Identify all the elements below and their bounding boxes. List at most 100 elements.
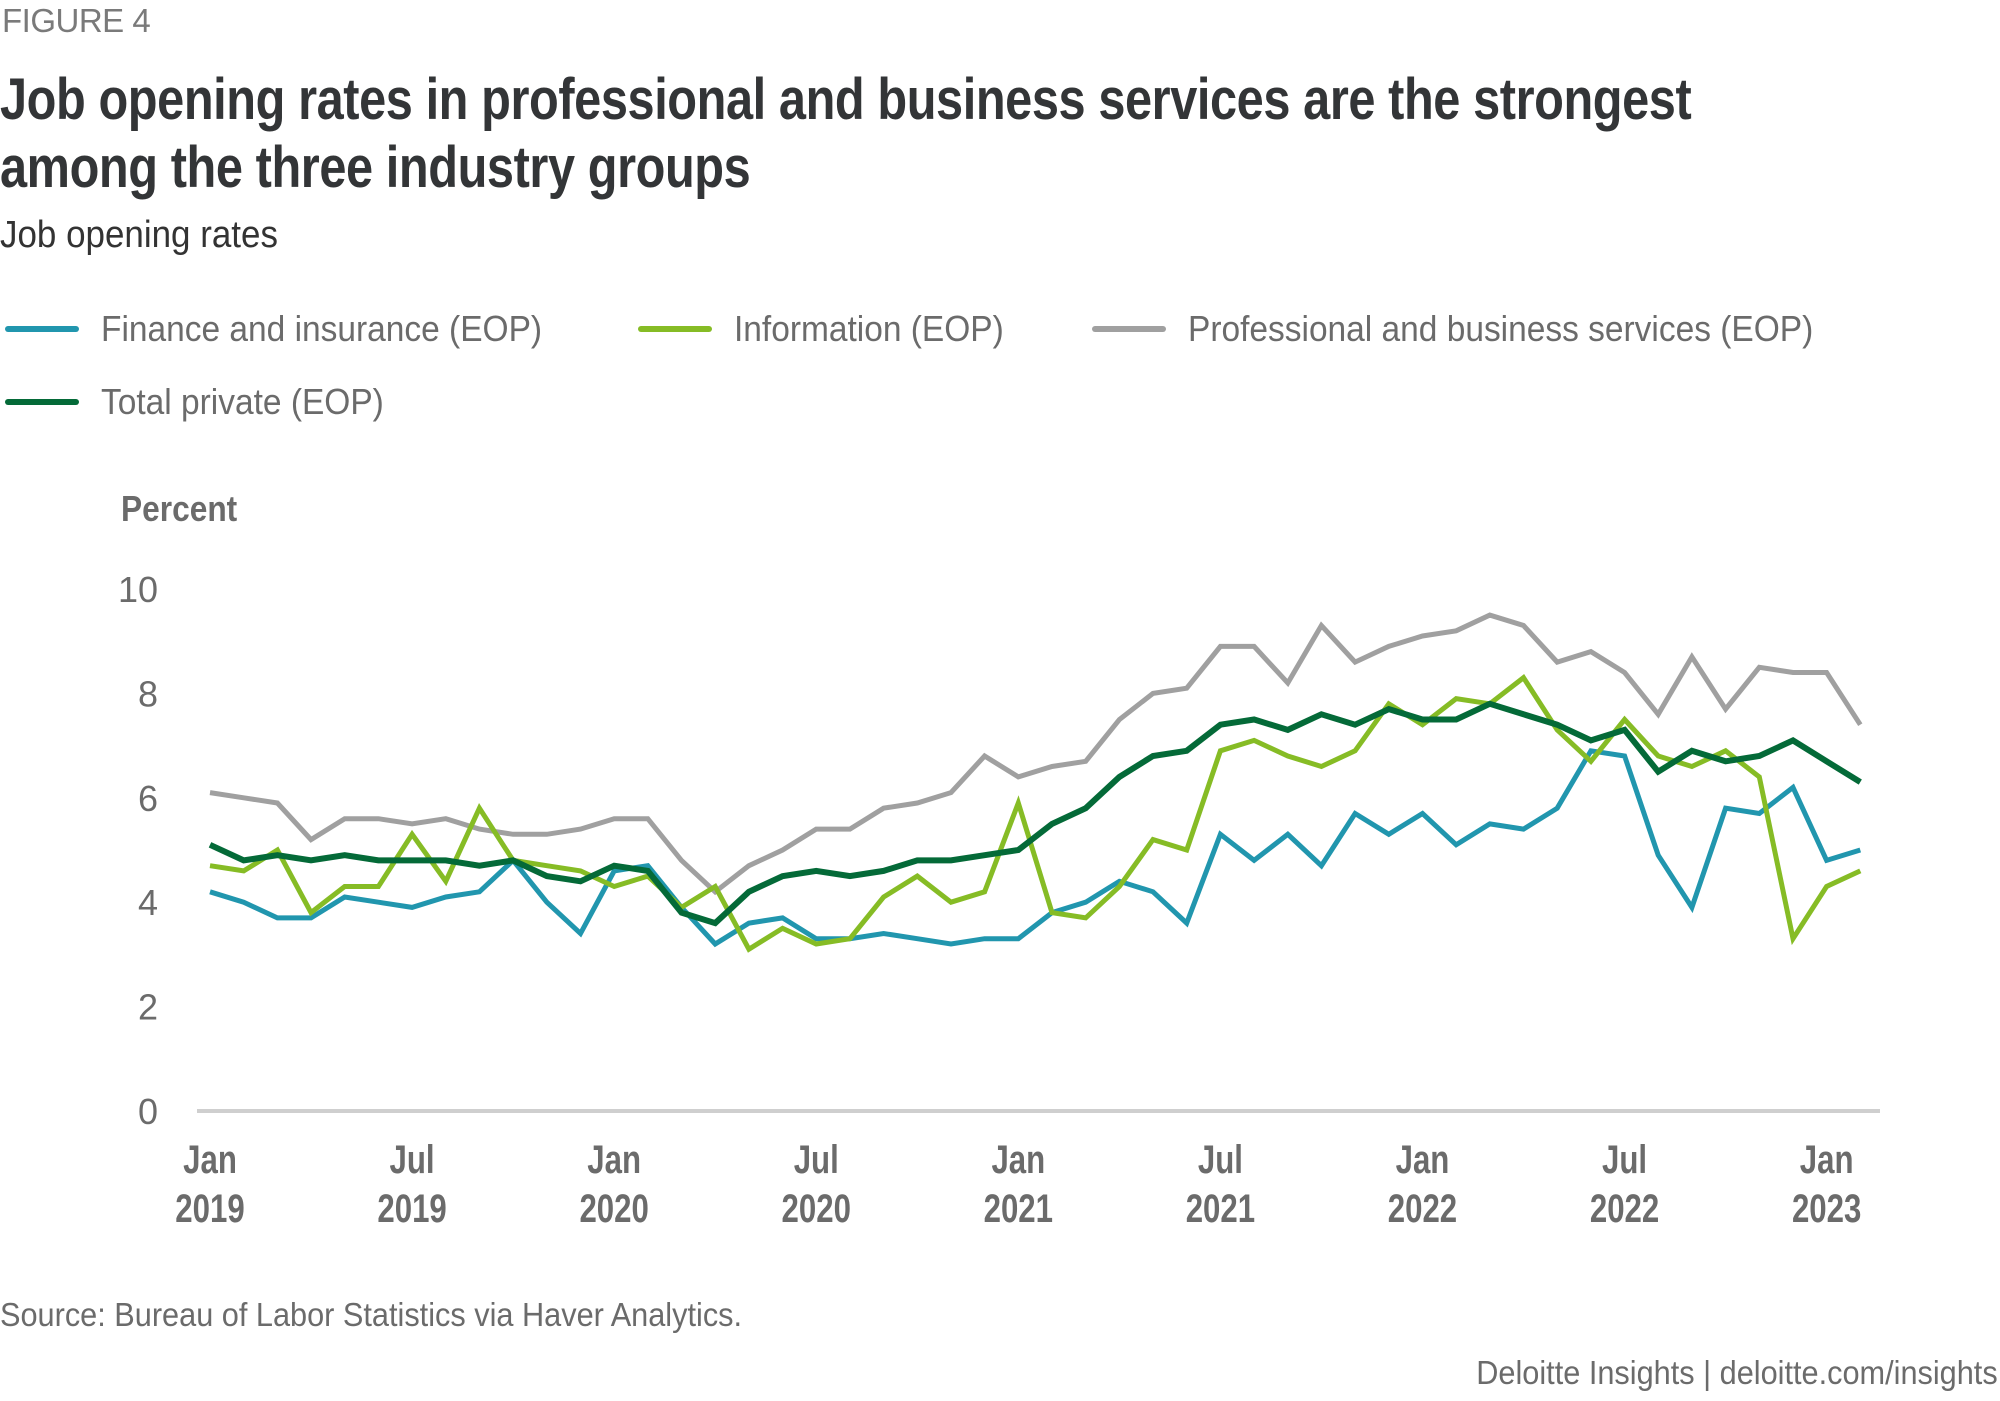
data-point-finance-and-insurance <box>1690 905 1694 909</box>
data-point-information <box>376 885 380 889</box>
x-tick-label-month: Jan <box>183 1137 237 1182</box>
data-point-finance-and-insurance <box>1589 749 1593 753</box>
data-point-information <box>477 806 481 810</box>
data-point-information <box>1623 718 1627 722</box>
data-point-total-private <box>1589 738 1593 742</box>
data-point-information <box>1117 885 1121 889</box>
data-point-finance-and-insurance <box>1623 754 1627 758</box>
data-point-finance-and-insurance <box>309 916 313 920</box>
legend-item-finance: Finance and insurance (EOP) <box>5 308 575 350</box>
y-tick-label: 4 <box>138 882 158 923</box>
data-point-total-private <box>1117 775 1121 779</box>
data-point-total-private <box>848 874 852 878</box>
legend-label-total-private: Total private (EOP) <box>101 381 384 422</box>
data-point-total-private <box>1252 718 1256 722</box>
data-point-professional-and-business-services <box>1151 691 1155 695</box>
data-point-finance-and-insurance <box>1218 832 1222 836</box>
data-point-professional-and-business-services <box>680 858 684 862</box>
data-point-total-private <box>1454 718 1458 722</box>
legend-label-professional: Professional and business services (EOP) <box>1188 308 1814 349</box>
data-point-information <box>1656 754 1660 758</box>
data-point-total-private <box>1353 723 1357 727</box>
data-point-information <box>1522 676 1526 680</box>
data-point-professional-and-business-services <box>612 817 616 821</box>
y-tick-label: 8 <box>138 673 158 714</box>
data-point-total-private <box>612 864 616 868</box>
x-tick-label-year: 2020 <box>579 1186 648 1231</box>
data-point-total-private <box>1488 702 1492 706</box>
data-point-finance-and-insurance <box>1488 822 1492 826</box>
data-point-professional-and-business-services <box>915 801 919 805</box>
data-point-professional-and-business-services <box>646 817 650 821</box>
data-point-professional-and-business-services <box>1319 624 1323 628</box>
chart-title-line-2: among the three industry groups <box>0 135 751 200</box>
x-tick-label-month: Jul <box>794 1137 839 1182</box>
data-point-total-private <box>1286 728 1290 732</box>
data-point-professional-and-business-services <box>477 827 481 831</box>
x-tick-label-month: Jan <box>991 1137 1045 1182</box>
data-point-information <box>612 885 616 889</box>
data-point-information <box>1185 848 1189 852</box>
y-tick-label: 6 <box>138 778 158 819</box>
figure-label: FIGURE 4 <box>2 2 151 39</box>
data-point-professional-and-business-services <box>309 838 313 842</box>
data-point-total-private <box>1319 712 1323 716</box>
data-point-total-private <box>747 890 751 894</box>
x-tick-label-month: Jan <box>1800 1137 1854 1182</box>
data-point-total-private <box>983 853 987 857</box>
data-point-total-private <box>1421 718 1425 722</box>
data-point-professional-and-business-services <box>208 791 212 795</box>
data-point-professional-and-business-services <box>1488 613 1492 617</box>
series-lines <box>208 612 1863 953</box>
data-point-total-private <box>275 853 279 857</box>
data-point-finance-and-insurance <box>713 942 717 946</box>
credit-line: Deloitte Insights | deloitte.com/insight… <box>1476 1354 1998 1391</box>
data-point-finance-and-insurance <box>646 864 650 868</box>
x-tick-label-year: 2019 <box>175 1186 244 1231</box>
y-tick-label: 0 <box>138 1091 158 1132</box>
data-point-finance-and-insurance <box>343 895 347 899</box>
data-point-total-private <box>1555 723 1559 727</box>
data-point-total-private <box>949 858 953 862</box>
data-point-finance-and-insurance <box>949 942 953 946</box>
data-point-finance-and-insurance <box>1454 843 1458 847</box>
data-point-total-private <box>444 858 448 862</box>
data-point-professional-and-business-services <box>1791 671 1795 675</box>
x-axis-ticks: Jan2019Jul2019Jan2020Jul2020Jan2021Jul20… <box>175 1137 1861 1231</box>
legend-swatch-information <box>638 326 712 332</box>
data-point-professional-and-business-services <box>1454 629 1458 633</box>
y-axis-ticks: 0 2 4 6 8 10 <box>118 569 158 1132</box>
data-point-finance-and-insurance <box>1522 827 1526 831</box>
legend-item-total-private: Total private (EOP) <box>5 381 405 423</box>
legend-swatch-finance <box>5 326 79 332</box>
data-point-information <box>1286 754 1290 758</box>
x-tick-label-year: 2021 <box>984 1186 1053 1231</box>
x-tick-label-year: 2020 <box>782 1186 851 1231</box>
data-point-finance-and-insurance <box>242 900 246 904</box>
data-point-information <box>1151 838 1155 842</box>
data-point-professional-and-business-services <box>1757 665 1761 669</box>
data-point-finance-and-insurance <box>781 916 785 920</box>
data-point-finance-and-insurance <box>1791 785 1795 789</box>
data-point-information <box>915 874 919 878</box>
legend-swatch-professional <box>1092 326 1166 332</box>
chart-subtitle: Job opening rates <box>0 214 278 256</box>
data-point-finance-and-insurance <box>1084 900 1088 904</box>
data-point-information <box>545 864 549 868</box>
data-point-information <box>1589 759 1593 763</box>
series-line-total-private <box>208 700 1862 927</box>
x-tick-label-month: Jul <box>1198 1137 1243 1182</box>
data-point-total-private <box>343 853 347 857</box>
data-point-professional-and-business-services <box>1050 765 1054 769</box>
x-tick-label-month: Jan <box>587 1137 641 1182</box>
data-point-finance-and-insurance <box>915 937 919 941</box>
data-point-information <box>882 895 886 899</box>
data-point-total-private <box>477 864 481 868</box>
data-point-finance-and-insurance <box>376 900 380 904</box>
data-point-professional-and-business-services <box>1286 681 1290 685</box>
data-point-total-private <box>208 843 212 847</box>
data-point-information <box>1319 765 1323 769</box>
data-point-finance-and-insurance <box>477 890 481 894</box>
data-point-total-private <box>1623 728 1627 732</box>
